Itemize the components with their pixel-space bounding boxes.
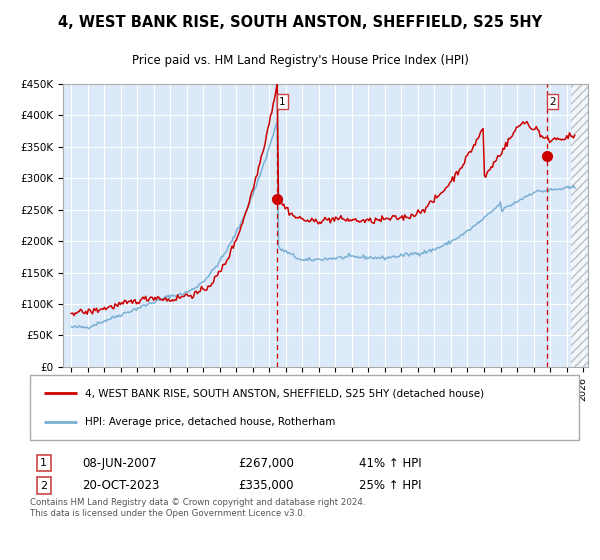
Text: 4, WEST BANK RISE, SOUTH ANSTON, SHEFFIELD, S25 5HY (detached house): 4, WEST BANK RISE, SOUTH ANSTON, SHEFFIE… [85, 388, 484, 398]
Text: £267,000: £267,000 [239, 456, 295, 470]
FancyBboxPatch shape [30, 375, 579, 440]
Text: HPI: Average price, detached house, Rotherham: HPI: Average price, detached house, Roth… [85, 417, 335, 427]
Text: 41% ↑ HPI: 41% ↑ HPI [359, 456, 422, 470]
Text: 1: 1 [40, 458, 47, 468]
Text: Price paid vs. HM Land Registry's House Price Index (HPI): Price paid vs. HM Land Registry's House … [131, 54, 469, 67]
Text: 08-JUN-2007: 08-JUN-2007 [82, 456, 157, 470]
Text: 2: 2 [549, 96, 556, 106]
Text: 25% ↑ HPI: 25% ↑ HPI [359, 479, 422, 492]
Text: 1: 1 [279, 96, 286, 106]
Text: 20-OCT-2023: 20-OCT-2023 [82, 479, 160, 492]
Bar [571, 84, 588, 367]
Text: Contains HM Land Registry data © Crown copyright and database right 2024.
This d: Contains HM Land Registry data © Crown c… [30, 498, 365, 517]
Bar [571, 84, 588, 367]
Text: 2: 2 [40, 481, 47, 491]
Text: 4, WEST BANK RISE, SOUTH ANSTON, SHEFFIELD, S25 5HY: 4, WEST BANK RISE, SOUTH ANSTON, SHEFFIE… [58, 15, 542, 30]
Text: £335,000: £335,000 [239, 479, 294, 492]
